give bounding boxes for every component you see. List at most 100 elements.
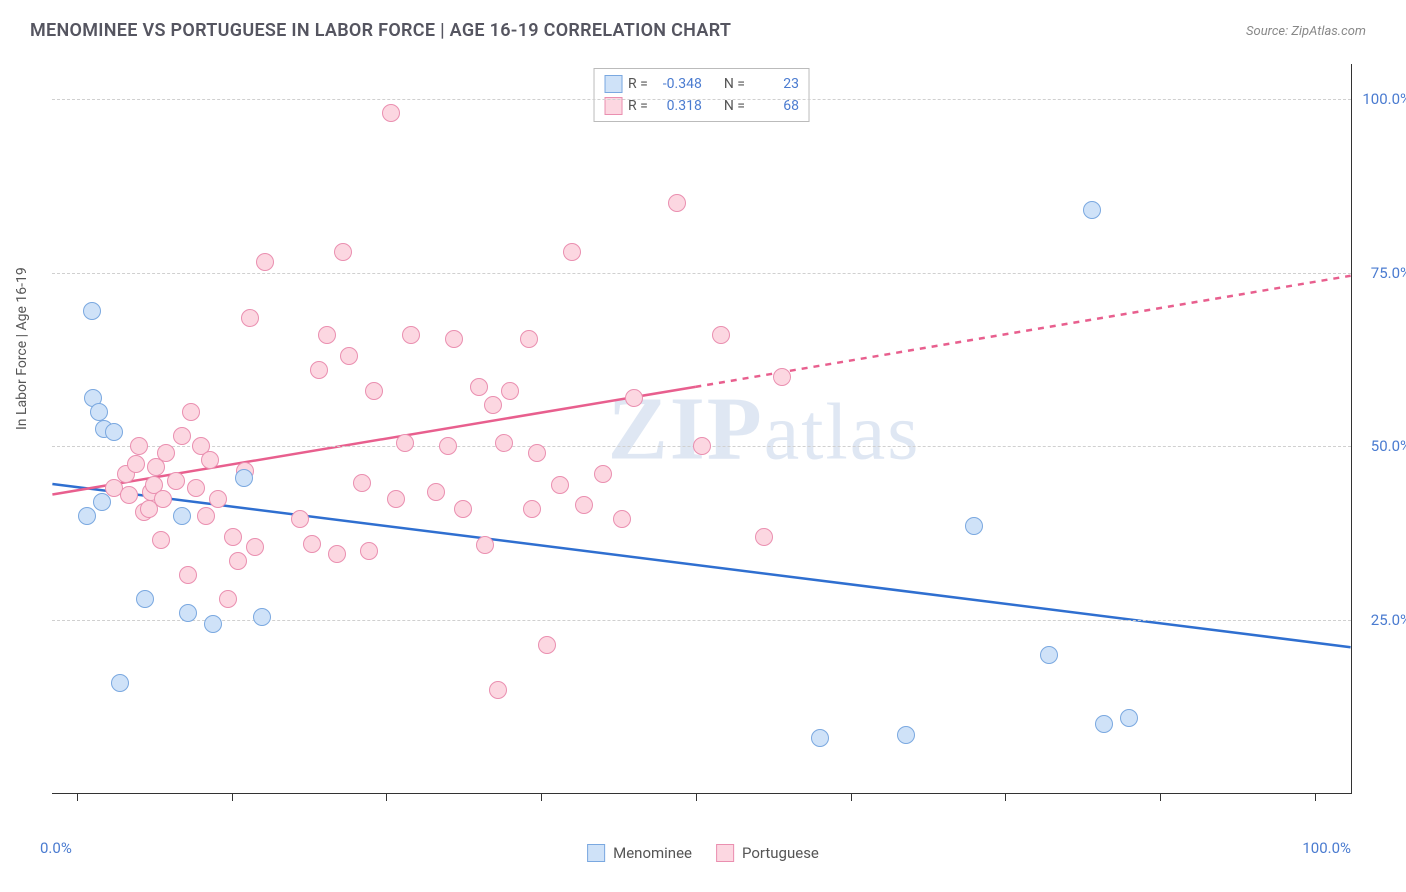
menominee-point [965, 517, 983, 535]
chart-source: Source: ZipAtlas.com [1246, 24, 1366, 39]
portuguese-point [246, 538, 264, 556]
x-tick [696, 793, 697, 801]
y-tick-label: 100.0% [1362, 90, 1406, 108]
portuguese-point [130, 437, 148, 455]
portuguese-point [229, 552, 247, 570]
menominee-point [253, 608, 271, 626]
legend-swatch-menominee [587, 844, 605, 862]
legend-n-value-menominee: 23 [751, 73, 799, 95]
portuguese-point [773, 368, 791, 386]
portuguese-point [439, 437, 457, 455]
menominee-point [235, 469, 253, 487]
y-tick-label: 25.0% [1371, 611, 1406, 629]
portuguese-point [291, 510, 309, 528]
menominee-point [897, 726, 915, 744]
portuguese-point [402, 326, 420, 344]
y-tick-label: 50.0% [1371, 437, 1406, 455]
portuguese-point [120, 486, 138, 504]
portuguese-point [365, 382, 383, 400]
portuguese-point [470, 378, 488, 396]
legend-label-menominee: Menominee [613, 844, 692, 862]
x-tick [77, 793, 78, 801]
y-axis-title: In Labor Force | Age 16-19 [14, 267, 30, 430]
portuguese-point [201, 451, 219, 469]
watermark: ZIPatlas [608, 377, 921, 480]
portuguese-point [173, 427, 191, 445]
x-axis-min-label: 0.0% [40, 839, 72, 857]
legend-label-portuguese: Portuguese [742, 844, 819, 862]
legend-row-menominee: R = -0.348 N = 23 [604, 73, 799, 95]
portuguese-point [476, 536, 494, 554]
legend-swatch-menominee [604, 75, 622, 93]
menominee-point [1120, 709, 1138, 727]
portuguese-point [224, 528, 242, 546]
portuguese-point [551, 476, 569, 494]
gridline [52, 99, 1351, 100]
portuguese-point [209, 490, 227, 508]
portuguese-point [179, 566, 197, 584]
menominee-point [78, 507, 96, 525]
portuguese-point [157, 444, 175, 462]
portuguese-point [340, 347, 358, 365]
portuguese-point [303, 535, 321, 553]
legend-swatch-portuguese [716, 844, 734, 862]
menominee-point [173, 507, 191, 525]
portuguese-point [219, 590, 237, 608]
portuguese-point [484, 396, 502, 414]
legend-n-label: N = [724, 73, 745, 95]
legend-r-value-menominee: -0.348 [654, 73, 702, 95]
menominee-point [811, 729, 829, 747]
menominee-point [1095, 715, 1113, 733]
x-tick [851, 793, 852, 801]
portuguese-point [523, 500, 541, 518]
portuguese-point [575, 496, 593, 514]
portuguese-point [353, 474, 371, 492]
portuguese-point [528, 444, 546, 462]
menominee-point [83, 302, 101, 320]
portuguese-point [563, 243, 581, 261]
portuguese-point [310, 361, 328, 379]
portuguese-point [387, 490, 405, 508]
legend-r-label: R = [628, 73, 648, 95]
portuguese-point [495, 434, 513, 452]
portuguese-point [182, 403, 200, 421]
portuguese-point [693, 437, 711, 455]
portuguese-point [427, 483, 445, 501]
y-tick-label: 75.0% [1371, 264, 1406, 282]
menominee-point [204, 615, 222, 633]
gridline [52, 620, 1351, 621]
gridline [52, 273, 1351, 274]
portuguese-point [501, 382, 519, 400]
portuguese-point [256, 253, 274, 271]
chart-container: MENOMINEE VS PORTUGUESE IN LABOR FORCE |… [0, 0, 1406, 892]
portuguese-point [613, 510, 631, 528]
portuguese-point [382, 104, 400, 122]
legend-item-menominee: Menominee [587, 844, 692, 862]
x-axis-max-label: 100.0% [1302, 839, 1351, 857]
portuguese-point [187, 479, 205, 497]
portuguese-point [520, 330, 538, 348]
x-tick [386, 793, 387, 801]
menominee-point [136, 590, 154, 608]
x-tick [541, 793, 542, 801]
portuguese-point [454, 500, 472, 518]
menominee-point [105, 423, 123, 441]
portuguese-point [360, 542, 378, 560]
portuguese-point [489, 681, 507, 699]
portuguese-point [538, 636, 556, 654]
x-tick [1160, 793, 1161, 801]
menominee-point [1083, 201, 1101, 219]
legend-series: Menominee Portuguese [587, 844, 819, 862]
x-tick [1005, 793, 1006, 801]
chart-title: MENOMINEE VS PORTUGUESE IN LABOR FORCE |… [30, 20, 731, 41]
portuguese-point [334, 243, 352, 261]
portuguese-point [625, 389, 643, 407]
portuguese-point [241, 309, 259, 327]
portuguese-point [167, 472, 185, 490]
x-tick [232, 793, 233, 801]
portuguese-point [127, 455, 145, 473]
menominee-point [111, 674, 129, 692]
portuguese-point [594, 465, 612, 483]
portuguese-point [152, 531, 170, 549]
legend-correlation-box: R = -0.348 N = 23 R = 0.318 N = 68 [593, 68, 810, 122]
